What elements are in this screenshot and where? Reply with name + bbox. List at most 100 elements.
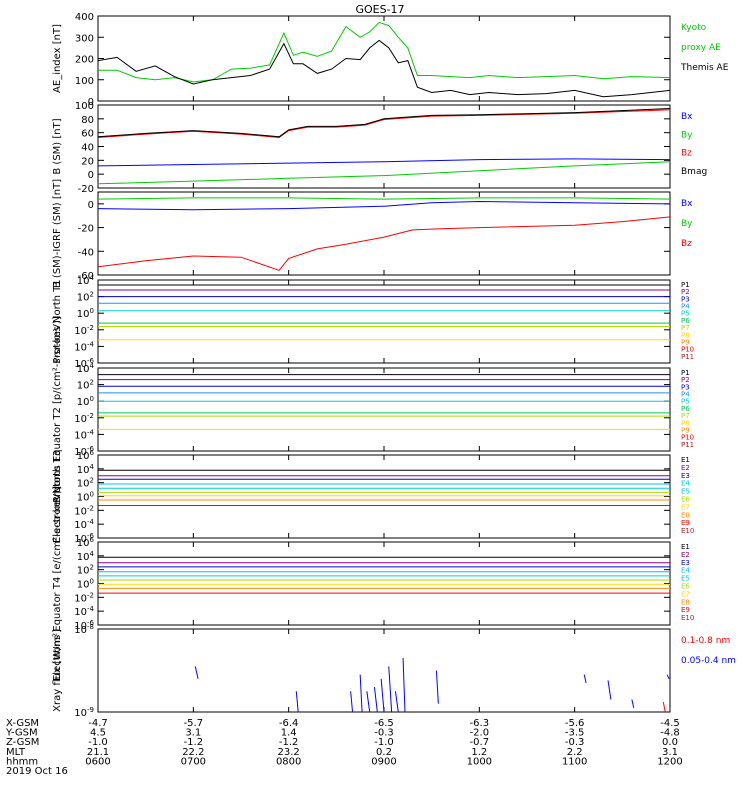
- axis-row-value: 1100: [562, 756, 587, 767]
- legend-entry: E8: [681, 511, 690, 519]
- panel-frame: [97, 279, 671, 364]
- legend-entry: Themis AE: [680, 63, 729, 73]
- y-tick-label: 10-4: [74, 518, 94, 531]
- axis-row-value: -1.2: [184, 737, 204, 748]
- y-tick-label: 102: [77, 477, 94, 490]
- axis-row-value: -6.4: [279, 718, 299, 729]
- y-tick-label: 100: [75, 101, 94, 112]
- flux-segment: [662, 701, 666, 712]
- legend-entry: E6: [681, 496, 690, 504]
- y-tick-label: -20: [78, 184, 94, 195]
- y-tick-label: 10-2: [74, 324, 94, 337]
- legend-entry: P1: [681, 369, 690, 377]
- legend-entry: P9: [681, 426, 690, 434]
- flux-segment: [359, 674, 363, 712]
- legend-entry: 0.05-0.4 nm: [681, 656, 736, 666]
- flux-segment: [435, 670, 439, 704]
- legend: Kyoto proxy AE Themis AE: [680, 23, 729, 73]
- panel-frame: [97, 15, 671, 102]
- series-group: [98, 108, 670, 185]
- legend-entry: proxy AE: [681, 43, 721, 53]
- y-tick-label: 100: [77, 578, 94, 591]
- y-tick-label: 104: [77, 550, 95, 563]
- flux-segment: [350, 691, 354, 712]
- legend-entry: E3: [681, 472, 690, 480]
- axis-row-value: 1.4: [281, 728, 297, 739]
- series-line-by: [98, 197, 670, 200]
- axis-row-value: 3.1: [185, 728, 201, 739]
- y-tick-label: 106: [77, 449, 95, 462]
- y-tick-label: 300: [75, 33, 94, 44]
- axis-row-label: Y-GSM: [5, 728, 38, 739]
- y-tick-label: 0: [88, 200, 94, 211]
- axis-row-value: -0.3: [374, 728, 394, 739]
- chart-title: GOES-17: [355, 3, 404, 16]
- legend-entry: E1: [681, 456, 690, 464]
- legend-entry: E7: [681, 590, 690, 598]
- y-tick-label: 0: [88, 170, 94, 181]
- axis-row-value: -3.5: [565, 728, 585, 739]
- axis-row-value: 23.2: [278, 747, 300, 758]
- y-axis-title: Electrons North T3: [52, 450, 63, 543]
- legend-entry: P10: [681, 346, 694, 354]
- flux-segment: [666, 674, 670, 680]
- legend-entry: P5: [681, 310, 690, 318]
- legend-entry: E2: [681, 464, 690, 472]
- legend-entry: E3: [681, 559, 690, 567]
- legend-entry: E7: [681, 503, 690, 511]
- legend-entry: P2: [681, 376, 690, 384]
- legend: Bx By Bz Bmag: [681, 112, 707, 177]
- legend: Bx By Bz: [681, 199, 693, 249]
- legend-entry: P9: [681, 338, 690, 346]
- legend-entry: P7: [681, 324, 690, 332]
- series-line-kyoto-proxy-ae: [98, 21, 670, 83]
- legend-entry: P2: [681, 288, 690, 296]
- legend-entry: P5: [681, 398, 690, 406]
- legend-entry: Bx: [681, 112, 693, 122]
- series-line-bz: [98, 216, 670, 271]
- y-tick-label: 104: [77, 274, 95, 287]
- y-tick-label: 100: [77, 395, 94, 408]
- axis-row-value: -4.8: [660, 728, 680, 739]
- y-tick-label: 200: [75, 55, 94, 66]
- y-tick-label: 106: [77, 536, 95, 549]
- panel-frame: [97, 628, 671, 713]
- legend-entry: E2: [681, 551, 690, 559]
- axis-row-value: -5.7: [184, 718, 204, 729]
- y-axis-title: B (SM)-IGRF (SM) [nT]: [52, 179, 63, 288]
- legend-entry: By: [681, 130, 693, 140]
- axis-row-value: -4.7: [88, 718, 108, 729]
- axis-row-value: -6.5: [374, 718, 394, 729]
- legend-entry: 0.1-0.8 nm: [681, 636, 730, 646]
- y-tick-label: -20: [78, 224, 94, 235]
- y-tick-label: 400: [75, 12, 94, 23]
- axis-row-value: -0.7: [470, 737, 490, 748]
- legend-entry: E8: [681, 598, 690, 606]
- y-tick-label: 20: [81, 156, 94, 167]
- series-group: [98, 556, 670, 594]
- panel-frame: [97, 367, 671, 452]
- panel-bigrf: -60 -40 -20 0 B (SM)-IGRF (SM) [nT] Bx By Bz: [52, 179, 693, 288]
- axis-row-value: 1.2: [471, 747, 487, 758]
- axis-row-value: 0900: [371, 756, 396, 767]
- legend-entry: E4: [681, 567, 690, 575]
- series-line-themis-ae: [98, 39, 670, 98]
- axis-row-value: 22.2: [182, 747, 204, 758]
- y-tick-label: 100: [77, 307, 94, 320]
- flux-segment: [402, 658, 406, 712]
- legend-entry: Bz: [681, 149, 692, 159]
- legend-entry: P4: [681, 303, 690, 311]
- panel-frame: [97, 454, 671, 539]
- legend-entry: E9: [681, 606, 690, 614]
- flux-segment: [583, 674, 587, 684]
- axis-row-value: 0700: [181, 756, 206, 767]
- panel-frame: [97, 191, 671, 276]
- flux-segment: [388, 666, 393, 712]
- axis-row-value: -0.3: [565, 737, 585, 748]
- y-tick-label: 10-4: [74, 605, 94, 618]
